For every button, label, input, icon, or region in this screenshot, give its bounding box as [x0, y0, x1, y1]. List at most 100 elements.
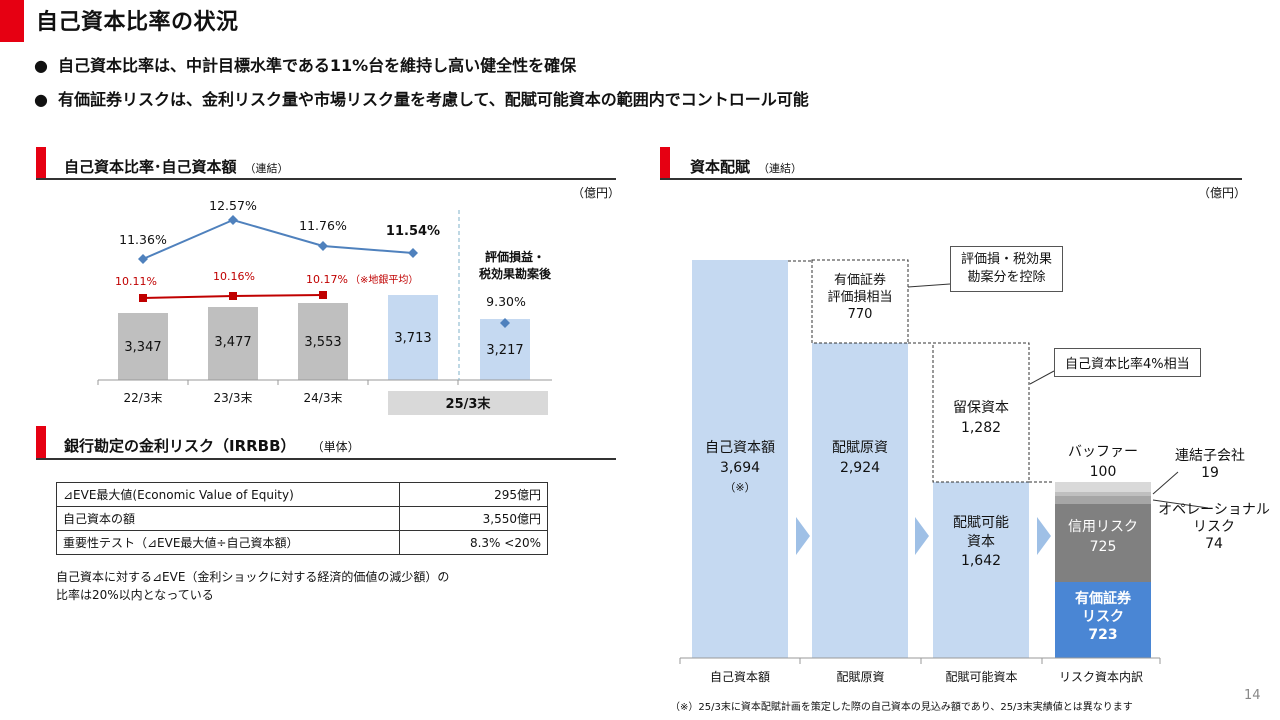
ratio-label: 11.36%: [119, 232, 167, 247]
subsidiary-text: 連結子会社 19: [1162, 448, 1258, 482]
title-accent-bar: [0, 0, 24, 42]
section-title-allocation: 資本配賦 （連結）: [690, 156, 802, 177]
table-cell-value: 295億円: [399, 482, 548, 507]
x-category-label: 22/3末: [123, 391, 163, 405]
label: 有価証券: [1075, 591, 1131, 607]
operational-text: オペレーショナル リスク 74: [1152, 502, 1276, 553]
bar-value: 3,713: [394, 331, 432, 346]
bar-23-3: [208, 307, 258, 380]
ratio-marker: [138, 254, 148, 264]
section-subtitle: （連結）: [758, 162, 803, 175]
callout-deduction: 評価損・税効果 勘案分を控除: [950, 246, 1064, 292]
leader-line: [1152, 471, 1179, 495]
col-securities-loss-text: 有価証券 評価損相当 770: [812, 272, 908, 323]
ratio-label: 11.76%: [299, 218, 347, 233]
ratio-marker: [318, 241, 328, 251]
col-allocation-source: [812, 343, 908, 658]
section-title-ratio: 自己資本比率･自己資本額 （連結）: [64, 156, 289, 177]
flow-arrow-icon: [1037, 517, 1051, 555]
x-label: リスク資本内訳: [1058, 670, 1143, 684]
label: 信用リスク: [1068, 519, 1138, 535]
col-reserved-box: [932, 342, 1030, 483]
section-title-text: 銀行勘定の金利リスク（IRRBB）: [64, 437, 296, 455]
callout-line: 勘案分を控除: [967, 270, 1046, 285]
x-label: 配賦可能資本: [945, 670, 1018, 684]
segment-credit: [1055, 504, 1151, 582]
segment-securities-text: 有価証券 リスク 723: [1055, 590, 1151, 644]
table-cell-label: 重要性テスト（⊿EVE最大値÷自己資本額）: [56, 530, 400, 555]
bar-24-3: [298, 303, 348, 380]
ratio-chart: [97, 210, 552, 415]
table-row: 自己資本の額 3,550億円: [56, 506, 548, 531]
regional-marker: [139, 294, 147, 302]
col-capital-label: 自己資本額: [705, 440, 775, 456]
bullet-dot: ●: [34, 56, 48, 75]
segment-securities: [1055, 582, 1151, 658]
segment-operational: [1055, 496, 1151, 504]
value: 74: [1205, 536, 1223, 552]
bar-value: 3,347: [124, 340, 162, 355]
col-reserved-text: 留保資本 1,282: [933, 398, 1029, 438]
bullet-1: ● 自己資本比率は、中計目標水準である11%台を維持し高い健全性を確保: [34, 52, 576, 76]
irrbb-table: ⊿EVE最大値(Economic Value of Equity) 295億円 …: [56, 482, 548, 555]
segment-subsidiary: [1055, 492, 1151, 496]
col-allocatable: [933, 482, 1029, 658]
flow-arrow-icon: [915, 517, 929, 555]
section-underline: [660, 178, 1242, 180]
label: オペレーショナル: [1158, 502, 1270, 518]
label: 配賦原資: [832, 440, 888, 456]
allocation-diagram: [679, 259, 1209, 664]
unit-label: （億円）: [572, 186, 621, 200]
leader-line: [907, 283, 951, 288]
section-subtitle: （連結）: [244, 162, 289, 175]
label: バッファー: [1068, 444, 1138, 460]
table-cell-label: 自己資本の額: [56, 506, 400, 531]
regional-label: 10.17%: [306, 273, 348, 286]
section-title-text: 資本配賦: [690, 158, 751, 176]
col-allocation-source-text: 配賦原資 2,924: [812, 438, 908, 478]
ratio-marker-after: [500, 318, 510, 328]
label: 配賦可能: [953, 515, 1009, 531]
ratio-line: [142, 218, 414, 260]
table-cell-value: 3,550億円: [399, 506, 548, 531]
table-row: ⊿EVE最大値(Economic Value of Equity) 295億円: [56, 482, 548, 507]
value: 723: [1088, 627, 1118, 643]
col-securities-loss-box: [811, 259, 909, 344]
table-cell-value: 8.3% <20%: [399, 530, 548, 555]
bullet-1-text: 自己資本比率は、中計目標水準である11%台を維持し高い健全性を確保: [58, 56, 577, 75]
bar-after-adjust: [480, 319, 530, 380]
bar-25-3: [388, 295, 438, 380]
section-subtitle: （単体）: [317, 440, 360, 454]
bar-value: 3,477: [214, 335, 252, 350]
callout-4pct: 自己資本比率4%相当: [1054, 348, 1201, 377]
bar-value: 3,217: [486, 343, 524, 358]
footnote: （※）25/3末に資本配賦計画を策定した際の自己資本の見込み額であり、25/3末…: [670, 702, 1133, 713]
section-title-irrbb: 銀行勘定の金利リスク（IRRBB） （単体）: [64, 435, 360, 456]
section-title-text: 自己資本比率･自己資本額: [64, 158, 237, 176]
bar-value: 3,553: [304, 335, 342, 350]
label: 評価損相当: [827, 290, 893, 305]
col-capital-value: 3,694: [719, 460, 761, 476]
irrbb-note-line-1: 自己資本に対する⊿EVE（金利ショックに対する経済的価値の減少額）の: [56, 570, 450, 584]
label: リスク: [1082, 609, 1124, 625]
callout-line: 評価損・税効果: [961, 252, 1053, 267]
col-allocatable-text: 配賦可能 資本 1,642: [933, 514, 1029, 571]
section-underline: [36, 178, 616, 180]
value: 1,642: [960, 553, 1002, 569]
regional-label: 10.16%: [213, 270, 255, 283]
table-cell-label: ⊿EVE最大値(Economic Value of Equity): [56, 482, 400, 507]
section-accent-bar: [36, 426, 46, 458]
label: 連結子会社: [1175, 448, 1245, 464]
leader-line: [1029, 370, 1055, 385]
label: 有価証券: [833, 273, 886, 288]
page-title: 自己資本比率の状況: [36, 10, 239, 35]
x-label: 自己資本額: [709, 670, 770, 684]
buffer-text: バッファー 100: [1055, 442, 1151, 482]
section-underline: [36, 458, 616, 460]
label: リスク: [1193, 519, 1235, 535]
bullet-2-text: 有価証券リスクは、金利リスク量や市場リスク量を考慮して、配賦可能資本の範囲内でコ…: [58, 90, 809, 109]
col-capital-mark: （※）: [724, 481, 756, 494]
bar-22-3: [118, 313, 168, 380]
irrbb-note-line-2: 比率は20%以内となっている: [56, 588, 214, 602]
value: 725: [1089, 539, 1117, 555]
